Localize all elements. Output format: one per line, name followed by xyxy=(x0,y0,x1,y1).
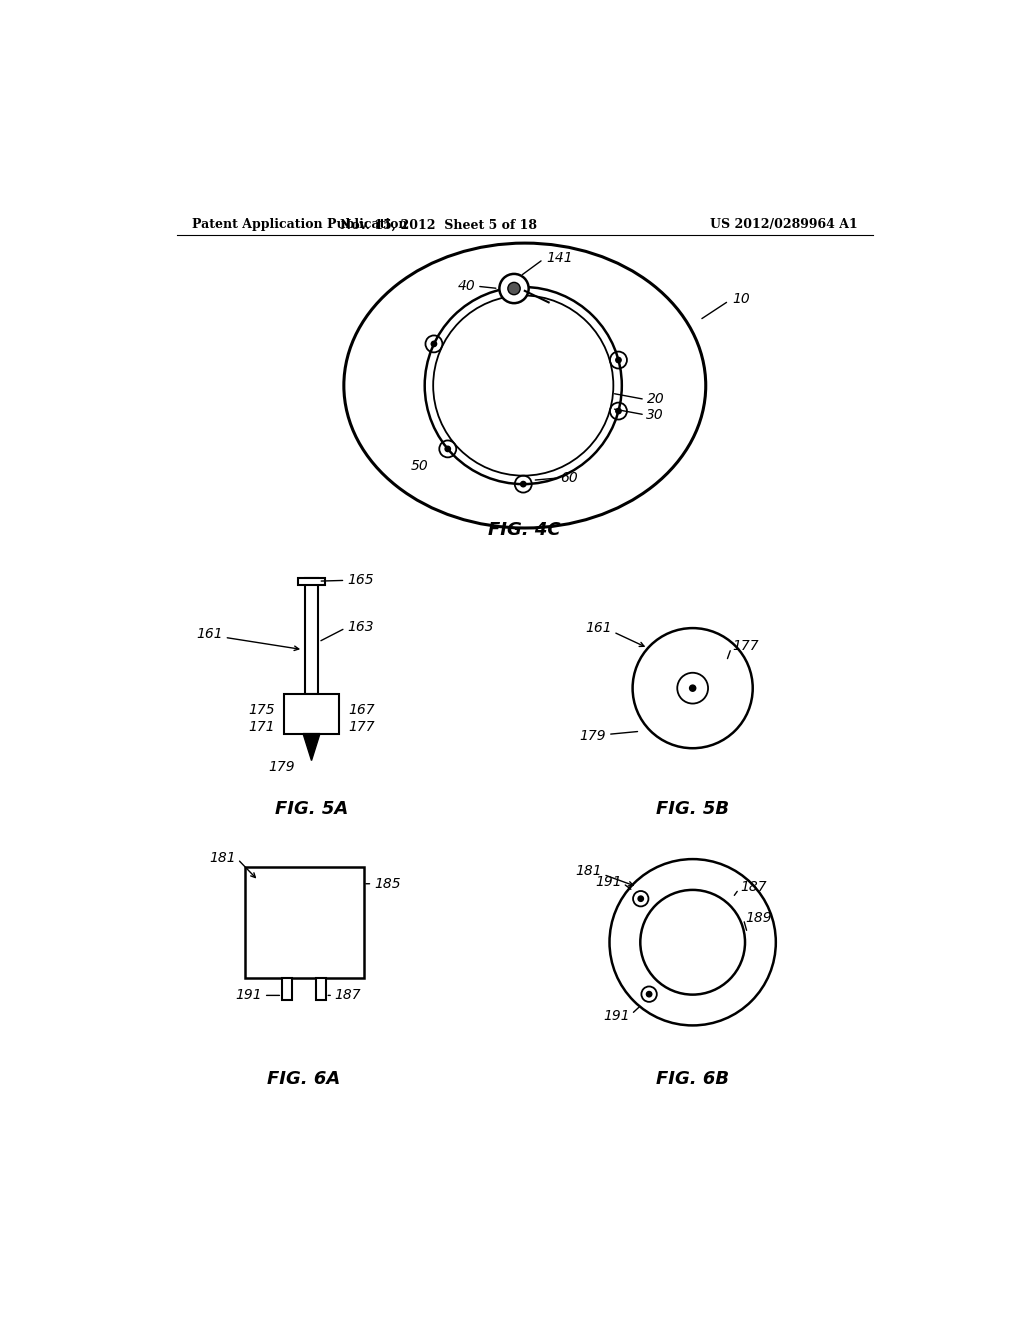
Bar xyxy=(304,578,318,693)
Circle shape xyxy=(646,991,652,997)
Text: FIG. 4C: FIG. 4C xyxy=(488,521,561,540)
Text: 181: 181 xyxy=(575,865,602,878)
Bar xyxy=(316,978,326,1001)
Text: 187: 187 xyxy=(740,880,767,894)
Circle shape xyxy=(500,275,528,304)
Circle shape xyxy=(520,482,526,487)
Text: 177: 177 xyxy=(348,721,375,734)
Bar xyxy=(245,867,364,978)
Text: 187: 187 xyxy=(335,989,361,1002)
Text: 161: 161 xyxy=(197,627,223,642)
Text: 161: 161 xyxy=(585,622,611,635)
Text: 50: 50 xyxy=(411,459,428,473)
Circle shape xyxy=(445,446,451,451)
Text: 30: 30 xyxy=(646,408,665,422)
Text: Patent Application Publication: Patent Application Publication xyxy=(193,218,408,231)
Circle shape xyxy=(638,896,643,902)
Text: FIG. 6B: FIG. 6B xyxy=(656,1069,729,1088)
Text: FIG. 5B: FIG. 5B xyxy=(656,800,729,818)
Bar xyxy=(284,693,339,734)
Bar xyxy=(298,578,326,585)
Text: 10: 10 xyxy=(733,292,751,306)
Text: 175: 175 xyxy=(248,704,274,718)
Text: 189: 189 xyxy=(745,911,772,924)
Text: 141: 141 xyxy=(547,251,573,265)
Text: 191: 191 xyxy=(595,875,622,888)
Circle shape xyxy=(615,358,622,363)
Text: 167: 167 xyxy=(348,704,375,718)
Text: US 2012/0289964 A1: US 2012/0289964 A1 xyxy=(710,218,857,231)
Text: 179: 179 xyxy=(268,760,295,774)
Bar xyxy=(283,978,292,1001)
Text: 171: 171 xyxy=(248,721,274,734)
Circle shape xyxy=(431,341,436,347)
Text: 191: 191 xyxy=(603,1008,630,1023)
Circle shape xyxy=(508,282,520,294)
Text: 181: 181 xyxy=(210,850,237,865)
Text: Nov. 15, 2012  Sheet 5 of 18: Nov. 15, 2012 Sheet 5 of 18 xyxy=(340,218,537,231)
Text: 185: 185 xyxy=(375,876,401,891)
Text: 165: 165 xyxy=(348,573,375,587)
Text: 163: 163 xyxy=(348,619,375,634)
Text: 40: 40 xyxy=(458,280,475,293)
Text: FIG. 6A: FIG. 6A xyxy=(267,1069,340,1088)
Text: 191: 191 xyxy=(236,989,262,1002)
Text: 179: 179 xyxy=(580,729,606,743)
Text: 177: 177 xyxy=(733,639,760,653)
Circle shape xyxy=(689,685,695,692)
Text: FIG. 5A: FIG. 5A xyxy=(274,800,348,818)
Circle shape xyxy=(615,408,622,413)
Text: 20: 20 xyxy=(646,392,665,407)
Text: 60: 60 xyxy=(560,471,578,484)
Polygon shape xyxy=(303,734,319,760)
